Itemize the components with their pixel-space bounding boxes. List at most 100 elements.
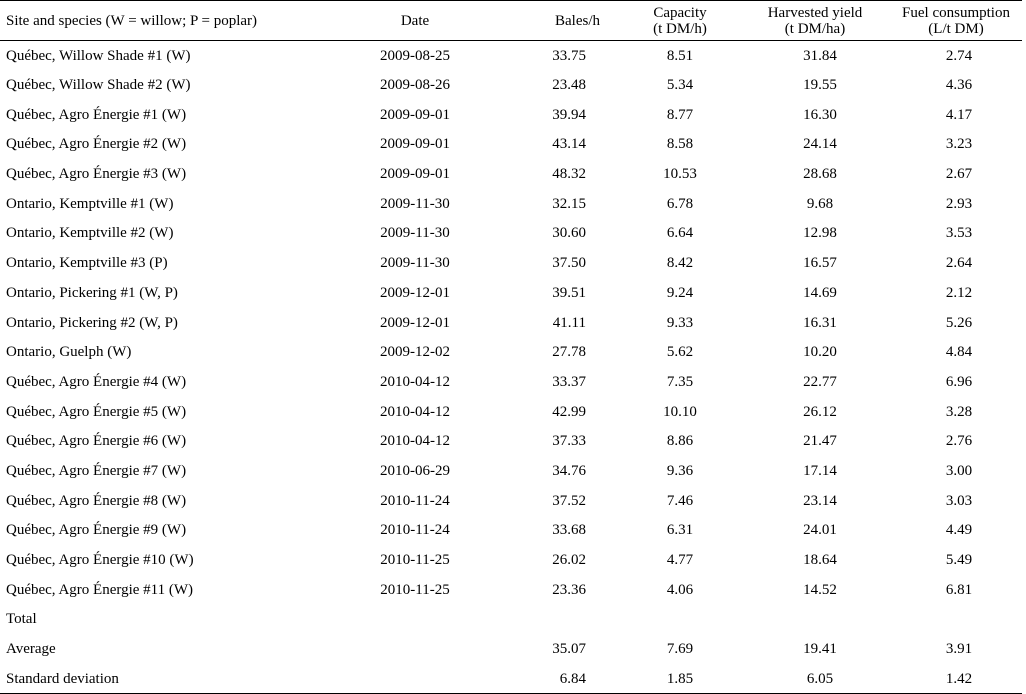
cell-fuel: 2.67 — [945, 166, 973, 183]
cell-bales: 37.52 — [552, 492, 586, 509]
cell-capacity: 8.51 — [666, 47, 694, 64]
table-row: Québec, Agro Énergie #4 (W) 2010-04-12 33.… — [0, 367, 1022, 397]
cell-yield: 10.20 — [803, 344, 837, 361]
cell-capacity: 9.36 — [666, 462, 694, 479]
header-site: Site and species (W = willow; P = poplar… — [0, 0, 330, 41]
cell-fuel: 4.84 — [945, 344, 973, 361]
cell-capacity: 5.34 — [666, 77, 694, 94]
cell-yield: 18.64 — [803, 552, 837, 569]
cell-yield: 14.69 — [803, 284, 837, 301]
cell-date: 2009-12-01 — [380, 284, 450, 301]
cell-fuel: 4.49 — [945, 522, 973, 539]
cell-capacity: 6.78 — [666, 195, 694, 212]
cell-bales: 35.07 — [552, 641, 586, 658]
cell-yield: 17.14 — [803, 462, 837, 479]
cell-capacity: 10.10 — [663, 403, 697, 420]
table-body: Québec, Willow Shade #1 (W) 2009-08-25 33.… — [0, 41, 1022, 694]
cell-yield: 24.01 — [803, 522, 837, 539]
cell-bales: 33.37 — [552, 373, 586, 390]
cell-capacity: 8.58 — [666, 136, 694, 153]
cell-site: Québec, Agro Énergie #4 (W) — [6, 373, 187, 390]
cell-capacity: 6.31 — [666, 522, 694, 539]
cell-bales: 6.84 — [500, 663, 620, 694]
cell-date: 2009-09-01 — [380, 166, 450, 183]
table-row: Québec, Agro Énergie #11 (W) 2010-11-25 23… — [0, 575, 1022, 605]
cell-yield: 21.47 — [803, 433, 837, 450]
table-row: Québec, Agro Énergie #2 (W) 2009-09-01 43.… — [0, 130, 1022, 160]
table-row: Ontario, Pickering #1 (W, P) 2009-12-01 39… — [0, 278, 1022, 308]
cell-fuel: 2.64 — [945, 255, 973, 272]
cell-fuel: 5.49 — [945, 552, 973, 569]
header-capacity-line2: (t DM/h) — [653, 21, 707, 37]
table-row: Total — [0, 605, 1022, 635]
cell-date: 2009-12-01 — [380, 314, 450, 331]
cell-site: Ontario, Pickering #2 (W, P) — [6, 314, 178, 331]
cell-bales: 42.99 — [552, 403, 586, 420]
table-row: Québec, Agro Énergie #3 (W) 2009-09-01 48.… — [0, 159, 1022, 189]
cell-bales: 37.50 — [552, 255, 586, 272]
cell-site: Québec, Agro Énergie #2 (W) — [6, 136, 187, 153]
cell-yield: 6.05 — [740, 663, 890, 694]
header-bales: Bales/h — [500, 0, 620, 41]
cell-capacity: 9.33 — [666, 314, 694, 331]
cell-capacity: 5.62 — [666, 344, 694, 361]
cell-bales: 23.48 — [552, 77, 586, 94]
cell-fuel: 2.93 — [945, 195, 973, 212]
cell-site: Total — [6, 611, 37, 628]
cell-yield: 24.14 — [803, 136, 837, 153]
cell-date — [330, 663, 500, 694]
table-row: Québec, Agro Énergie #10 (W) 2010-11-25 26… — [0, 545, 1022, 575]
cell-site: Québec, Agro Énergie #10 (W) — [6, 552, 194, 569]
cell-site: Ontario, Pickering #1 (W, P) — [6, 284, 178, 301]
header-yield-line1: Harvested yield — [767, 5, 863, 21]
cell-date: 2009-11-30 — [380, 225, 450, 242]
header-capacity-line1: Capacity — [653, 5, 707, 21]
cell-date: 2009-11-30 — [380, 255, 450, 272]
cell-date: 2010-11-25 — [380, 552, 450, 569]
table-header: Site and species (W = willow; P = poplar… — [0, 0, 1022, 41]
cell-site: Québec, Agro Énergie #3 (W) — [6, 166, 187, 183]
cell-bales: 39.94 — [552, 106, 586, 123]
cell-capacity: 8.77 — [666, 106, 694, 123]
cell-site: Québec, Agro Énergie #9 (W) — [6, 522, 187, 539]
cell-bales: 34.76 — [552, 462, 586, 479]
cell-bales: 30.60 — [552, 225, 586, 242]
cell-fuel: 6.96 — [945, 373, 973, 390]
cell-fuel: 6.81 — [945, 581, 973, 598]
cell-bales: 37.33 — [552, 433, 586, 450]
table-row: Ontario, Kemptville #1 (W) 2009-11-30 32.1… — [0, 189, 1022, 219]
cell-date: 2010-11-24 — [380, 522, 450, 539]
cell-site: Ontario, Kemptville #1 (W) — [6, 195, 174, 212]
cell-capacity: 8.42 — [666, 255, 694, 272]
cell-date: 2010-11-25 — [380, 581, 450, 598]
table-row: Ontario, Kemptville #3 (P) 2009-11-30 37.5… — [0, 248, 1022, 278]
cell-fuel: 3.91 — [945, 641, 973, 658]
cell-date: 2009-09-01 — [380, 106, 450, 123]
cell-date: 2010-04-12 — [380, 433, 450, 450]
cell-fuel: 2.12 — [945, 284, 973, 301]
cell-site: Québec, Willow Shade #2 (W) — [6, 77, 191, 94]
table-row: Québec, Willow Shade #2 (W) 2009-08-26 23.… — [0, 70, 1022, 100]
cell-date: 2010-11-24 — [380, 492, 450, 509]
cell-fuel: 3.03 — [945, 492, 973, 509]
table-row: Standard deviation 6.84 1.85 6.05 1.42 — [0, 663, 1022, 694]
cell-fuel: 3.53 — [945, 225, 973, 242]
cell-fuel: 3.28 — [945, 403, 973, 420]
cell-site: Ontario, Kemptville #2 (W) — [6, 225, 174, 242]
cell-fuel: 3.23 — [945, 136, 973, 153]
cell-site: Québec, Agro Énergie #5 (W) — [6, 403, 187, 420]
table-row: Ontario, Guelph (W) 2009-12-02 27.78 5.62 10… — [0, 337, 1022, 367]
table-row: Québec, Agro Énergie #6 (W) 2010-04-12 37.… — [0, 426, 1022, 456]
cell-yield — [740, 605, 890, 635]
cell-yield: 31.84 — [803, 47, 837, 64]
cell-date — [330, 634, 500, 664]
cell-date: 2009-12-02 — [380, 344, 450, 361]
cell-site: Ontario, Kemptville #3 (P) — [6, 255, 168, 272]
cell-bales: 32.15 — [552, 195, 586, 212]
cell-date: 2009-08-26 — [380, 77, 450, 94]
cell-date — [330, 605, 500, 635]
cell-yield: 16.31 — [803, 314, 837, 331]
table-row: Average 35.07 7.69 19.41 3.91 — [0, 634, 1022, 664]
table-row: Ontario, Kemptville #2 (W) 2009-11-30 30.6… — [0, 219, 1022, 249]
cell-bales: 26.02 — [552, 552, 586, 569]
